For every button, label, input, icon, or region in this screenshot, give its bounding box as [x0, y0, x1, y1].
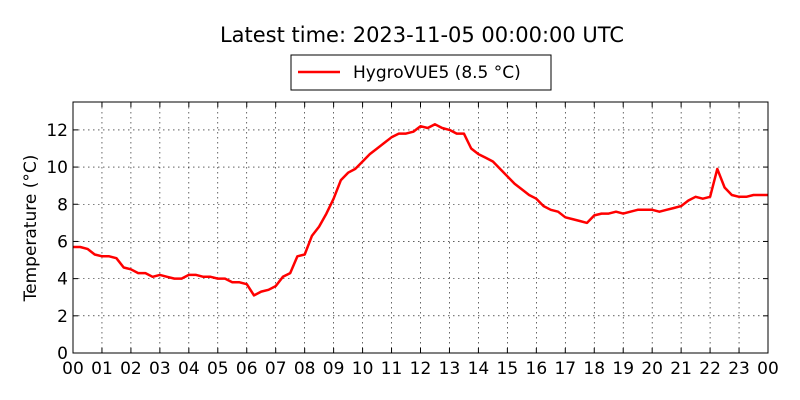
x-tick-label: 12 — [410, 359, 432, 379]
x-tick-label: 15 — [497, 359, 519, 379]
x-tick-label: 16 — [526, 359, 548, 379]
y-axis-label: Temperature (°C) — [21, 155, 41, 303]
x-tick-label: 21 — [670, 359, 692, 379]
x-tick-label: 04 — [178, 359, 200, 379]
y-tick-label: 6 — [57, 232, 68, 252]
x-tick-label: 09 — [323, 359, 345, 379]
y-tick-label: 8 — [57, 195, 68, 215]
tick-labels: 00 01 02 03 04 05 06 07 08 09 10 11 12 13 14 15 16 17 18 19… — [46, 121, 778, 379]
x-tick-label: 00 — [757, 359, 779, 379]
grid — [73, 102, 768, 353]
x-tick-label: 03 — [149, 359, 171, 379]
x-tick-label: 18 — [583, 359, 605, 379]
y-tick-label: 12 — [46, 121, 68, 141]
legend: HygroVUE5 (8.5 °C) — [290, 54, 552, 91]
x-tick-label: 19 — [612, 359, 634, 379]
x-tick-label: 13 — [439, 359, 461, 379]
x-tick-label: 22 — [699, 359, 721, 379]
plot-area — [73, 123, 768, 297]
x-tick-label: 00 — [62, 359, 84, 379]
x-tick-label: 06 — [236, 359, 258, 379]
series-line — [73, 123, 768, 297]
x-tick-label: 20 — [641, 359, 663, 379]
x-tick-label: 23 — [728, 359, 750, 379]
y-tick-label: 0 — [57, 344, 68, 364]
y-tick-label: 10 — [46, 158, 68, 178]
x-tick-label: 07 — [265, 359, 287, 379]
y-tick-label: 4 — [57, 270, 68, 290]
x-tick-label: 17 — [554, 359, 576, 379]
plot-frame — [72, 101, 769, 354]
x-tick-label: 05 — [207, 359, 229, 379]
x-tick-label: 01 — [91, 359, 113, 379]
x-tick-label: 10 — [352, 359, 374, 379]
y-tick-label: 2 — [57, 307, 68, 327]
x-tick-label: 14 — [468, 359, 490, 379]
x-tick-label: 11 — [381, 359, 403, 379]
x-tick-label: 02 — [120, 359, 142, 379]
chart-title: Latest time: 2023-11-05 00:00:00 UTC — [220, 23, 624, 47]
x-tick-label: 08 — [294, 359, 316, 379]
ticks — [72, 102, 769, 354]
legend-label: HygroVUE5 (8.5 °C) — [353, 63, 521, 83]
